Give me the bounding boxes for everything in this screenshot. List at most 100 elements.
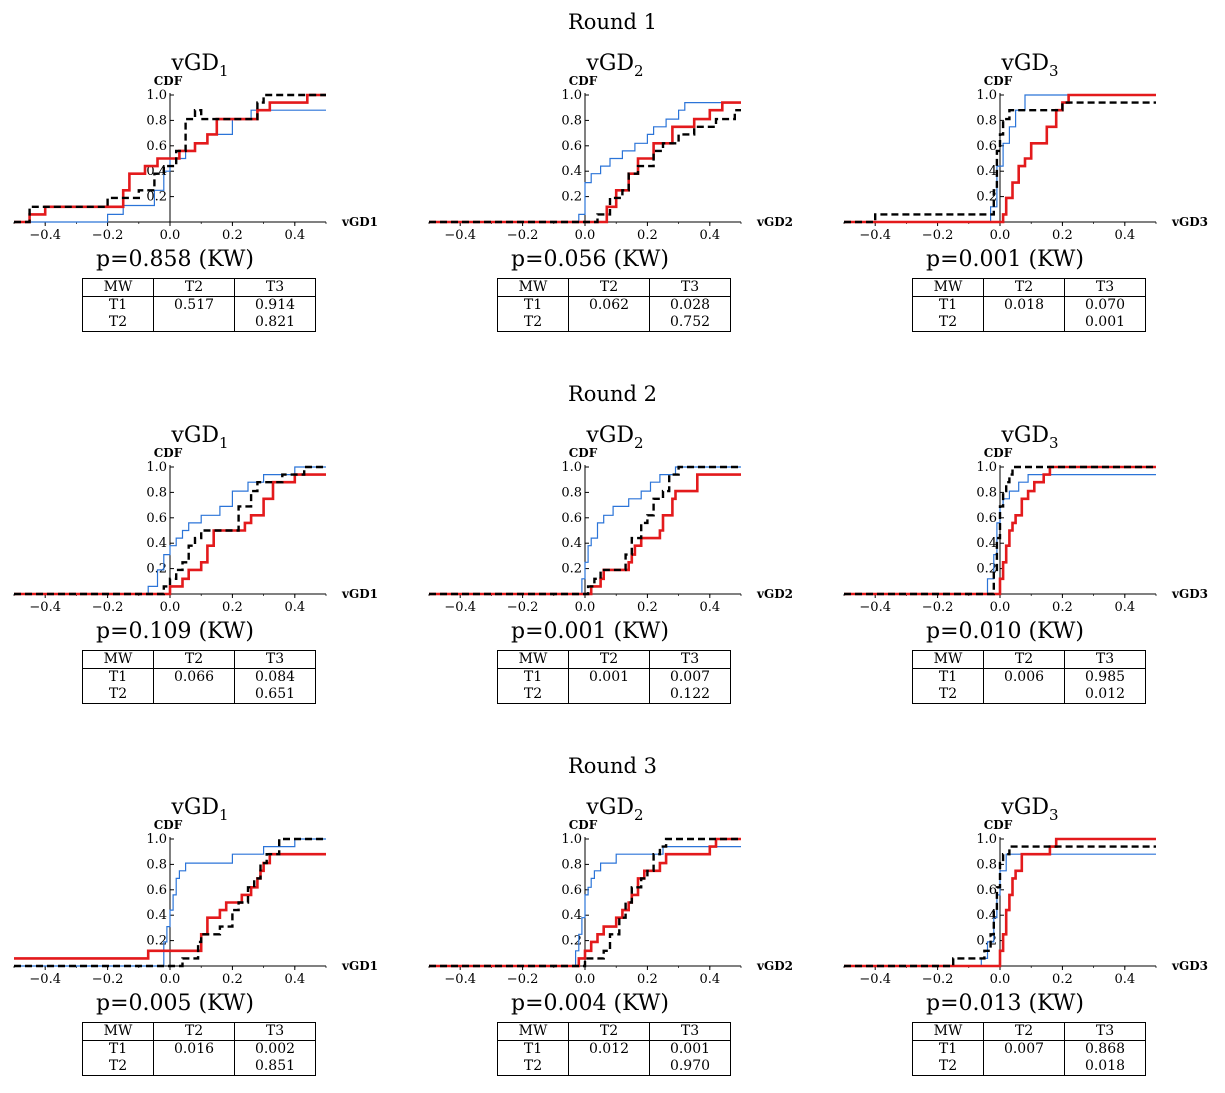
x-tick-label: 0.2 [222,972,243,987]
mw-row: T2 0.018 [912,1058,1146,1076]
y-tick-label: 0.8 [146,113,167,128]
y-tick-label: 0.2 [146,190,167,205]
cdf-series-line-3 [844,465,1156,596]
mw-cell [153,314,235,332]
mw-cell: 0.062 [568,296,650,314]
x-tick-label: 0.0 [575,972,596,987]
y-tick-label: 0.8 [146,857,167,872]
mw-header-cell: T3 [649,278,731,297]
x-tick-label: −0.4 [29,972,61,987]
x-tick-label: 0.0 [160,228,181,243]
mw-header-row: MW T2 T3 [82,278,316,297]
panel-title: vGD3 [1000,423,1058,452]
mw-header-cell: MW [82,1022,154,1041]
y-axis-label: CDF [569,74,598,88]
cdf-series-line-3 [14,837,326,968]
mw-cell [568,686,650,704]
mw-header-row: MW T2 T3 [82,650,316,669]
x-tick-label: 0.0 [575,600,596,615]
x-tick-label: 0.4 [284,972,305,987]
cdf-series-line-2 [844,93,1156,224]
y-axis-label: CDF [984,446,1013,460]
cdf-series-line-1 [429,102,741,223]
kw-p-value: p=0.109 (KW) [96,619,254,644]
x-tick-label: 0.4 [1114,972,1135,987]
y-axis-label: CDF [154,818,183,832]
cdf-series-line-1 [14,109,326,223]
mw-header-row: MW T2 T3 [497,650,731,669]
panel-title: vGD2 [585,423,643,452]
mw-cell: T2 [912,314,984,332]
cdf-series-line-1 [14,466,326,595]
mw-header-cell: T3 [234,1022,316,1041]
y-tick-label: 1.0 [146,460,167,475]
mw-row: T1 0.007 0.868 [912,1040,1146,1058]
mw-cell: 0.007 [983,1040,1065,1058]
mw-cell: T1 [912,668,984,686]
x-tick-label: 0.0 [160,972,181,987]
mw-header-cell: T3 [1064,1022,1146,1041]
mw-header-cell: MW [912,1022,984,1041]
mw-cell: 0.001 [568,668,650,686]
cdf-series-line-2 [14,852,326,960]
mw-cell: T2 [82,314,154,332]
y-tick-label: 0.8 [561,857,582,872]
panel-title: vGD2 [585,795,643,824]
x-tick-label: 0.0 [160,600,181,615]
mw-table: MW T2 T3 T1 0.007 0.868 T2 0.018 [912,1022,1146,1076]
panel-title-subscript: 1 [219,806,229,824]
mw-row: T2 0.752 [497,314,731,332]
mw-header-row: MW T2 T3 [497,1022,731,1041]
mw-cell: T1 [82,668,154,686]
mw-cell: T1 [497,1040,569,1058]
x-axis-label: vGD3 [1171,587,1208,601]
mw-header-cell: T2 [153,1022,235,1041]
x-tick-label: 0.4 [1114,228,1135,243]
mw-header-row: MW T2 T3 [912,278,1146,297]
mw-cell: T1 [82,1040,154,1058]
x-tick-label: 0.2 [637,600,658,615]
mw-header-cell: MW [912,650,984,669]
mw-header-cell: T2 [983,278,1065,297]
x-tick-label: −0.4 [859,228,891,243]
mw-header-row: MW T2 T3 [912,650,1146,669]
cdf-series-line-3 [429,837,741,968]
x-tick-label: 0.4 [699,228,720,243]
x-axis-label: vGD1 [341,959,378,973]
panel-title-subscript: 3 [1049,434,1059,452]
x-tick-label: −0.4 [444,600,476,615]
kw-p-value: p=0.010 (KW) [926,619,1084,644]
mw-cell [983,1058,1065,1076]
x-tick-label: −0.4 [444,972,476,987]
panel-title: vGD3 [1000,51,1058,80]
x-tick-label: 0.2 [222,228,243,243]
cdf-series-line-2 [14,93,326,224]
mw-cell: T2 [497,314,569,332]
panel-title: vGD2 [585,51,643,80]
y-tick-label: 1.0 [976,832,997,847]
mw-header-cell: T2 [983,1022,1065,1041]
x-tick-label: 0.2 [637,228,658,243]
mw-cell: T2 [497,686,569,704]
kw-p-value: p=0.005 (KW) [96,991,254,1016]
x-tick-label: 0.4 [1114,600,1135,615]
y-tick-label: 0.6 [976,139,997,154]
cdf-series-line-1 [14,838,326,967]
y-tick-label: 0.2 [561,562,582,577]
mw-cell: 0.851 [234,1058,316,1076]
x-tick-label: 0.4 [699,600,720,615]
kw-p-value: p=0.004 (KW) [511,991,669,1016]
mw-header-cell: T3 [649,650,731,669]
mw-cell [153,1058,235,1076]
x-tick-label: 0.2 [637,972,658,987]
mw-header-cell: MW [82,650,154,669]
y-tick-label: 0.4 [146,164,167,179]
mw-row: T1 0.018 0.070 [912,296,1146,314]
x-tick-label: 0.2 [222,600,243,615]
x-tick-label: 0.4 [284,600,305,615]
cdf-series-line-2 [429,473,741,596]
y-tick-label: 0.8 [561,485,582,500]
